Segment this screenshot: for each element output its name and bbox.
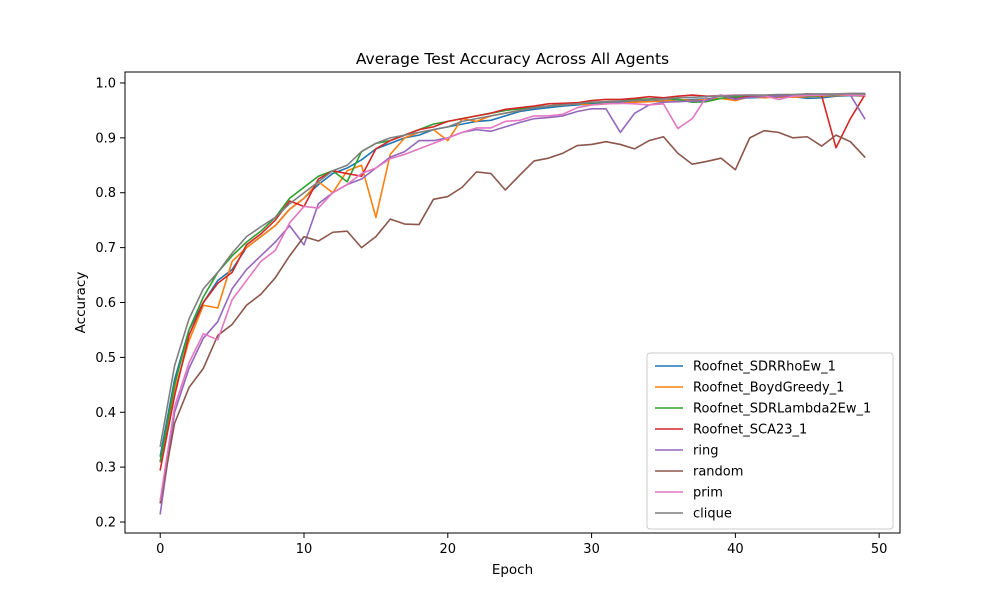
y-tick-label: 0.2: [95, 516, 116, 531]
y-tick-label: 0.9: [95, 131, 116, 146]
y-tick-label: 0.4: [95, 406, 116, 421]
x-tick-label: 40: [727, 542, 744, 557]
y-tick-label: 0.6: [95, 296, 116, 311]
x-axis-label: Epoch: [492, 562, 533, 578]
x-tick-label: 20: [440, 542, 457, 557]
series-line-clique: [159, 92, 866, 448]
plot-lines: [159, 92, 866, 515]
x-axis-ticks: 0 10 20 30 40 50: [156, 533, 887, 557]
series-line-ring: [159, 93, 866, 515]
series-line-roofnet-sca23-1: [159, 93, 866, 471]
y-tick-label: 0.8: [95, 186, 116, 201]
legend-entry: Roofnet_SDRLambda2Ew_1: [693, 402, 871, 417]
legend: Roofnet_SDRRhoEw_1 Roofnet_BoydGreedy_1 Ro…: [646, 352, 894, 530]
y-axis-ticks: 0.2 0.3 0.4 0.5 0.6 0.7 0.8 0.9 1.0: [95, 76, 125, 531]
x-tick-label: 0: [156, 542, 164, 557]
x-tick-label: 50: [871, 542, 888, 557]
y-axis-label: Accuracy: [73, 272, 89, 334]
x-tick-label: 30: [583, 542, 600, 557]
series-line-random: [159, 129, 866, 504]
y-tick-label: 0.3: [95, 461, 116, 476]
legend-entry: Roofnet_BoydGreedy_1: [693, 381, 844, 396]
legend-box: [646, 352, 894, 530]
chart-title: Average Test Accuracy Across All Agents: [356, 50, 669, 68]
legend-entry: clique: [693, 507, 732, 522]
y-tick-label: 0.7: [95, 241, 116, 256]
legend-entry: prim: [693, 486, 723, 501]
y-tick-label: 1.0: [95, 76, 116, 91]
y-tick-label: 0.5: [95, 351, 116, 366]
legend-entry: Roofnet_SDRRhoEw_1: [693, 360, 836, 375]
legend-entry: ring: [693, 444, 718, 459]
legend-entry: Roofnet_SCA23_1: [693, 423, 807, 438]
x-tick-label: 10: [296, 542, 313, 557]
legend-entry: random: [693, 465, 743, 480]
